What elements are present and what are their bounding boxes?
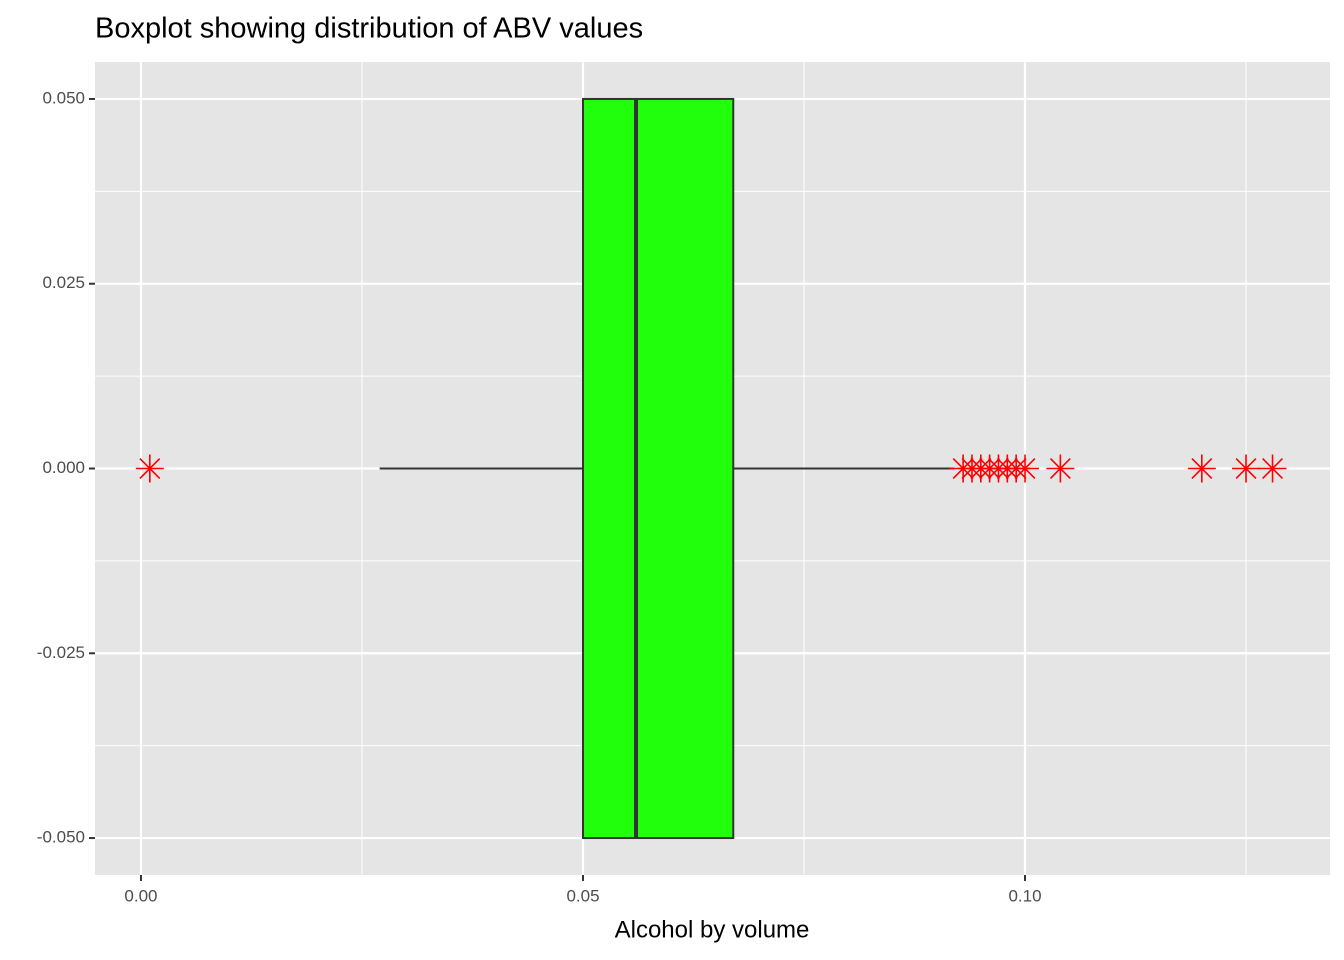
y-tick-label: 0.025 [42, 273, 85, 292]
x-tick-label: 0.05 [566, 886, 599, 905]
outlier-stroke [1235, 458, 1257, 479]
outlier [1011, 454, 1040, 483]
x-tick-label: 0.00 [124, 886, 157, 905]
outlier-stroke [139, 458, 161, 479]
outlier [1258, 454, 1287, 483]
outlier-stroke [1014, 458, 1036, 479]
y-tick-label: -0.050 [37, 828, 85, 847]
x-tick-label: 0.10 [1008, 886, 1041, 905]
y-tick-label: 0.050 [42, 88, 85, 107]
y-tick-label: 0.000 [42, 458, 85, 477]
outlier-stroke [1191, 458, 1213, 479]
outlier-stroke [1262, 458, 1284, 479]
x-axis-label: Alcohol by volume [615, 916, 810, 943]
box [581, 97, 735, 840]
chart-title: Boxplot showing distribution of ABV valu… [95, 13, 643, 45]
outlier [1232, 454, 1261, 483]
outlier [135, 454, 164, 483]
outlier-stroke [1049, 458, 1071, 479]
y-tick-label: -0.025 [37, 643, 85, 662]
outlier [1046, 454, 1075, 483]
outlier [1187, 454, 1216, 483]
